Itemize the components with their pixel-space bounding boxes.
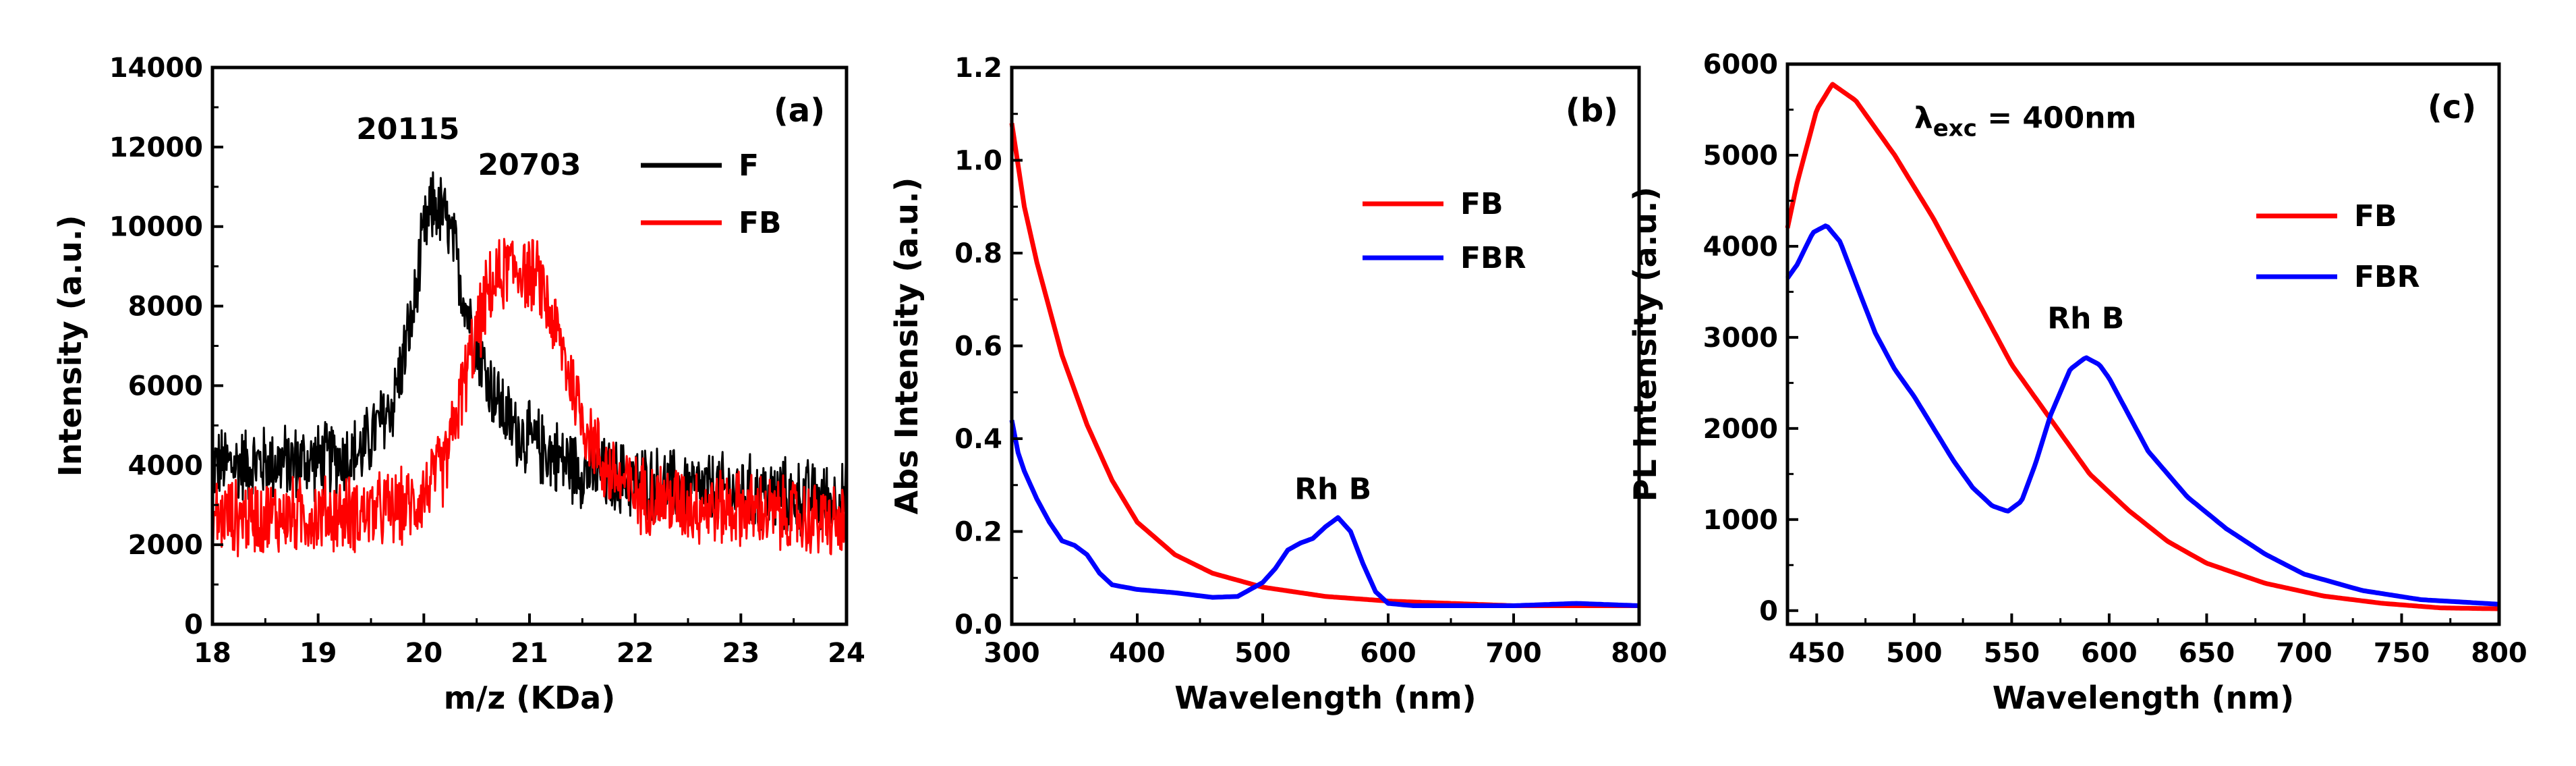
y-axis: 0 1000 2000 3000 4000 5000 6000 xyxy=(1703,49,1798,627)
y-tick-label: 6000 xyxy=(1703,49,1778,80)
x-tick-label: 400 xyxy=(1109,638,1166,669)
y-tick-label: 14000 xyxy=(109,53,203,84)
y-tick-label: 0.2 xyxy=(954,517,1002,548)
y-tick-label: 12000 xyxy=(109,132,203,163)
y-tick-label: 10000 xyxy=(109,212,203,243)
x-tick-label: 500 xyxy=(1234,638,1291,669)
x-tick-label: 23 xyxy=(722,638,760,669)
peak-label-20115: 20115 xyxy=(356,112,459,146)
panel-c: 450 500 550 600 650 700 750 800 0 1000 2000 3000 40… xyxy=(1627,49,2527,716)
excitation-value: = 400nm xyxy=(1977,101,2137,135)
lambda-symbol: λ xyxy=(1914,101,1933,135)
x-tick-label: 21 xyxy=(511,638,548,669)
x-tick-label: 22 xyxy=(617,638,654,669)
y-axis-title: PL Intensity (a.u.) xyxy=(1627,187,1663,502)
x-tick-label: 20 xyxy=(405,638,442,669)
y-axis-title: Intensity (a.u.) xyxy=(52,215,88,477)
legend-label-f: F xyxy=(739,148,759,183)
x-tick-label: 700 xyxy=(2276,638,2332,669)
series-lines xyxy=(1009,122,1640,608)
series-line-fbr xyxy=(1009,419,1640,608)
x-tick-label: 800 xyxy=(1611,638,1667,669)
plot-frame xyxy=(1785,62,2501,626)
legend: FB FBR xyxy=(1363,187,1526,275)
legend: FB FBR xyxy=(2256,199,2420,294)
panel-label: (a) xyxy=(774,92,825,130)
y-tick-label: 1.0 xyxy=(954,146,1002,177)
y-tick-label: 0.4 xyxy=(954,424,1002,455)
y-axis: 0.0 0.2 0.4 0.6 0.8 1.0 1.2 xyxy=(954,53,1023,640)
series-lines xyxy=(1785,82,2500,611)
y-tick-label: 0.0 xyxy=(954,609,1002,640)
y-tick-label: 8000 xyxy=(128,292,203,323)
x-tick-label: 650 xyxy=(2179,638,2235,669)
y-tick-label: 0 xyxy=(184,609,203,640)
y-tick-label: 1000 xyxy=(1703,505,1778,536)
y-tick-label: 4000 xyxy=(1703,231,1778,263)
x-tick-label: 300 xyxy=(983,638,1040,669)
x-axis-title: Wavelength (nm) xyxy=(1993,680,2294,716)
x-tick-label: 18 xyxy=(194,638,231,669)
y-tick-label: 5000 xyxy=(1703,140,1778,171)
x-tick-label: 24 xyxy=(828,638,865,669)
legend: F FB xyxy=(641,148,782,240)
legend-label-fbr: FBR xyxy=(1460,241,1526,275)
x-axis: 300 400 500 600 700 800 xyxy=(983,613,1667,669)
x-tick-label: 700 xyxy=(1485,638,1542,669)
x-tick-label: 500 xyxy=(1886,638,1943,669)
lambda-subscript: exc xyxy=(1933,115,1977,142)
y-axis: 0 2000 4000 6000 8000 10000 12000 14000 xyxy=(109,53,223,640)
panel-a: 18 19 20 21 22 23 24 0 2000 4000 6000 8000 10000 120… xyxy=(52,53,865,716)
plot-frame xyxy=(1010,65,1641,626)
series-lines xyxy=(211,171,848,557)
series-line-fb xyxy=(1785,82,2500,611)
series-line-fbr xyxy=(1785,223,2500,607)
x-tick-label: 600 xyxy=(1360,638,1416,669)
x-axis-title: m/z (KDa) xyxy=(444,680,615,716)
y-tick-label: 0.6 xyxy=(954,331,1002,362)
y-tick-label: 6000 xyxy=(128,371,203,402)
y-tick-label: 4000 xyxy=(128,450,203,481)
rhb-label: Rh B xyxy=(1294,472,1371,506)
legend-label-fb: FB xyxy=(2354,199,2397,234)
y-tick-label: 0 xyxy=(1759,596,1778,627)
x-axis-title: Wavelength (nm) xyxy=(1174,680,1476,716)
peak-label-20703: 20703 xyxy=(478,148,581,182)
x-tick-label: 600 xyxy=(2081,638,2138,669)
legend-label-fb: FB xyxy=(1460,187,1504,221)
x-tick-label: 750 xyxy=(2374,638,2430,669)
panel-label: (c) xyxy=(2428,88,2476,126)
legend-label-fbr: FBR xyxy=(2354,260,2420,294)
x-tick-label: 550 xyxy=(1984,638,2040,669)
series-line-fb xyxy=(211,238,848,557)
y-tick-label: 0.8 xyxy=(954,238,1002,269)
panel-label: (b) xyxy=(1566,92,1618,130)
excitation-label: λexc = 400nm xyxy=(1914,101,2137,142)
y-axis-title: Abs Intensity (a.u.) xyxy=(888,177,925,515)
y-tick-label: 2000 xyxy=(128,530,203,561)
y-tick-label: 3000 xyxy=(1703,323,1778,354)
x-tick-label: 800 xyxy=(2471,638,2527,669)
y-tick-label: 2000 xyxy=(1703,414,1778,445)
legend-label-fb: FB xyxy=(739,206,782,240)
y-tick-label: 1.2 xyxy=(954,53,1002,84)
rhb-label: Rh B xyxy=(2047,301,2124,335)
x-axis: 18 19 20 21 22 23 24 xyxy=(194,613,865,669)
x-axis: 450 500 550 600 650 700 750 800 xyxy=(1789,613,2527,669)
panel-b: 300 400 500 600 700 800 0.0 0.2 0.4 0.6 0.8 1.0 1.2… xyxy=(888,53,1667,716)
series-line-fb xyxy=(1009,122,1640,608)
x-tick-label: 450 xyxy=(1789,638,1845,669)
x-tick-label: 19 xyxy=(299,638,337,669)
